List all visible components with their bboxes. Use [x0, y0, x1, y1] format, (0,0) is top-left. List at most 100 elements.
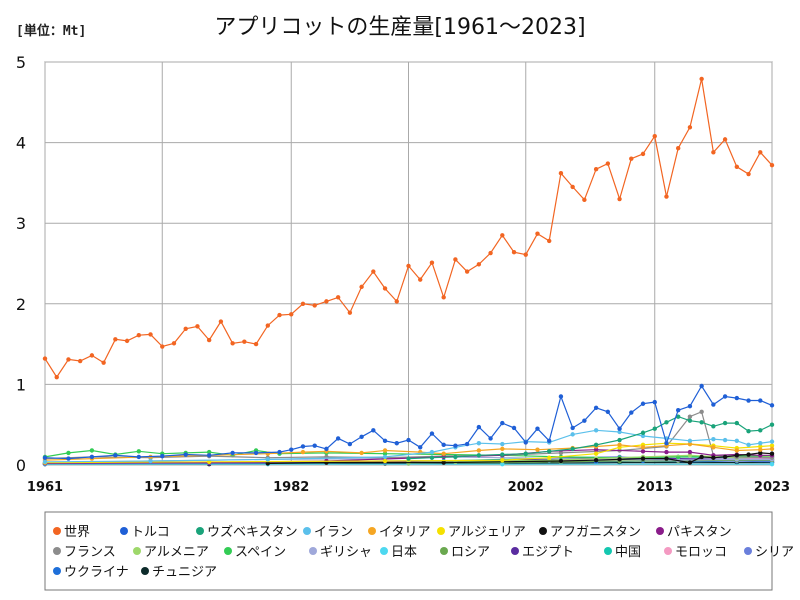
data-point	[734, 395, 740, 401]
data-point	[593, 442, 599, 448]
data-point	[289, 312, 294, 317]
legend-marker	[440, 547, 448, 555]
data-point	[734, 453, 740, 458]
legend: 世界 トルコ ウズベキスタン イラン イタリア アルジェリア アフガニスタン パキスタンフラン…	[44, 511, 794, 591]
legend-item: アルジェリア	[437, 525, 526, 540]
data-point	[769, 422, 775, 427]
data-point	[324, 446, 329, 452]
y-tick-label: 3	[16, 214, 26, 233]
series-line	[44, 443, 773, 461]
data-point	[687, 125, 693, 130]
data-point	[476, 453, 482, 458]
data-point	[558, 450, 564, 456]
data-point	[664, 441, 669, 446]
data-point	[570, 425, 575, 431]
data-point	[160, 453, 165, 459]
data-point	[523, 252, 528, 257]
data-point	[593, 457, 599, 463]
data-point	[687, 418, 693, 423]
data-point	[593, 405, 599, 410]
legend-item: アルメニア	[133, 545, 209, 560]
x-tick-label: 1971	[144, 480, 180, 495]
data-point	[652, 399, 657, 405]
data-point	[394, 441, 399, 446]
data-point	[406, 263, 411, 269]
legend-label: エジプト	[522, 545, 574, 560]
data-point	[42, 459, 48, 464]
legend-item: 中国	[604, 545, 641, 560]
data-point	[593, 428, 599, 433]
legend-label: スペイン	[235, 545, 286, 560]
series-line	[408, 415, 773, 460]
legend-marker	[53, 547, 61, 555]
legend-marker	[53, 567, 61, 575]
data-point	[66, 456, 71, 461]
data-point	[687, 438, 693, 444]
data-point	[605, 409, 611, 415]
data-point	[66, 450, 71, 456]
data-point	[664, 194, 669, 199]
data-point	[441, 451, 446, 456]
data-point	[441, 442, 446, 448]
legend-item: アフガニスタン	[539, 525, 641, 540]
data-point	[124, 338, 130, 344]
y-axis: 0 1 2 3 4 5	[16, 53, 26, 475]
data-point	[535, 231, 540, 236]
data-point	[675, 146, 681, 151]
legend-marker	[380, 547, 388, 555]
data-point	[230, 450, 235, 456]
data-point	[640, 445, 646, 450]
data-point	[640, 449, 646, 454]
data-point	[453, 454, 458, 460]
data-point	[711, 455, 716, 460]
x-tick-label: 1961	[27, 480, 63, 495]
data-point	[500, 233, 505, 238]
data-point	[464, 269, 470, 274]
series-layer	[42, 76, 775, 467]
legend-item: シリア	[744, 545, 794, 560]
data-point	[711, 437, 716, 442]
legend-marker	[309, 547, 317, 555]
data-point	[593, 166, 599, 172]
data-point	[382, 438, 388, 444]
data-point	[406, 437, 411, 443]
data-point	[160, 344, 165, 349]
data-point	[734, 438, 740, 444]
data-point	[746, 171, 751, 177]
data-point	[617, 442, 622, 448]
data-point	[77, 358, 83, 364]
data-point	[687, 449, 693, 455]
data-point	[441, 295, 446, 300]
data-point	[218, 319, 224, 324]
data-point	[734, 164, 740, 169]
data-point	[640, 433, 646, 439]
data-point	[722, 437, 728, 443]
data-point	[758, 150, 763, 155]
data-point	[382, 454, 388, 460]
data-point	[617, 437, 622, 443]
legend-label: アルジェリア	[448, 525, 526, 540]
data-point	[136, 449, 142, 454]
data-point	[277, 312, 282, 318]
data-point	[429, 431, 435, 436]
legend-item: モロッコ	[664, 545, 727, 560]
gridlines	[44, 61, 773, 466]
legend-label: 日本	[391, 545, 417, 560]
data-point	[476, 441, 482, 446]
x-tick-label: 1982	[273, 480, 309, 495]
legend-item: 日本	[380, 545, 417, 560]
data-point	[429, 260, 435, 265]
data-point	[242, 339, 247, 344]
data-point	[359, 434, 364, 439]
data-point	[722, 394, 728, 399]
data-point	[547, 438, 552, 444]
x-tick-label: 2002	[508, 480, 544, 495]
legend-label: モロッコ	[675, 545, 727, 560]
data-point	[769, 162, 775, 168]
legend-label: トルコ	[131, 525, 170, 540]
data-point	[136, 454, 142, 460]
legend-label: 世界	[64, 525, 90, 540]
legend-marker	[664, 547, 672, 555]
data-point	[89, 454, 95, 460]
